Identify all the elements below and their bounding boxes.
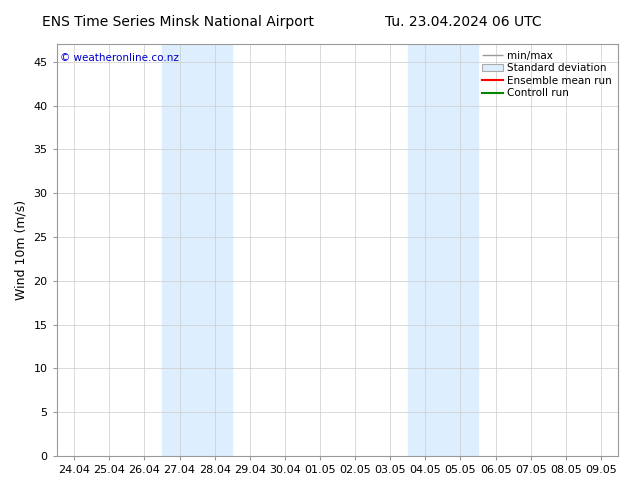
Y-axis label: Wind 10m (m/s): Wind 10m (m/s) [15, 200, 28, 300]
Bar [408, 45, 478, 456]
Legend: min/max, Standard deviation, Ensemble mean run, Controll run: min/max, Standard deviation, Ensemble me… [479, 48, 616, 101]
Text: ENS Time Series Minsk National Airport: ENS Time Series Minsk National Airport [41, 15, 314, 29]
Bar [162, 45, 232, 456]
Text: © weatheronline.co.nz: © weatheronline.co.nz [60, 52, 178, 63]
Text: Tu. 23.04.2024 06 UTC: Tu. 23.04.2024 06 UTC [384, 15, 541, 29]
